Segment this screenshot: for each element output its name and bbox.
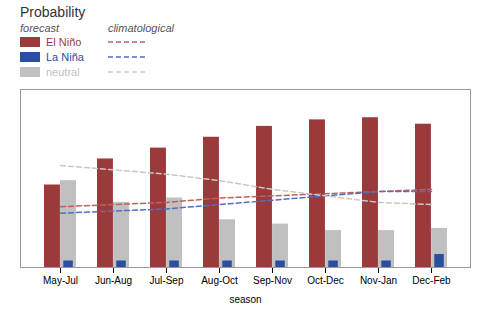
html-text:forecast: forecast: [20, 22, 60, 34]
svg-text:May-Jul: May-Jul: [43, 275, 78, 286]
html-text:La Niña: La Niña: [46, 51, 84, 63]
svg-text:Sep-Nov: Sep-Nov: [253, 275, 292, 286]
svg-text:season: season: [229, 294, 261, 305]
html-text:neutral: neutral: [46, 66, 80, 78]
html-text:climatological: climatological: [107, 22, 174, 34]
svg-text:Aug-Oct: Aug-Oct: [201, 275, 238, 286]
svg-text:Nov-Jan: Nov-Jan: [360, 275, 397, 286]
svg-text:Jul-Sep: Jul-Sep: [150, 275, 184, 286]
svg-text:Dec-Feb: Dec-Feb: [412, 275, 451, 286]
svg-text:Oct-Dec: Oct-Dec: [307, 275, 344, 286]
html-text:Probability: Probability: [20, 4, 86, 20]
svg-text:Jun-Aug: Jun-Aug: [95, 275, 132, 286]
html-text:El Niño: El Niño: [46, 36, 82, 48]
